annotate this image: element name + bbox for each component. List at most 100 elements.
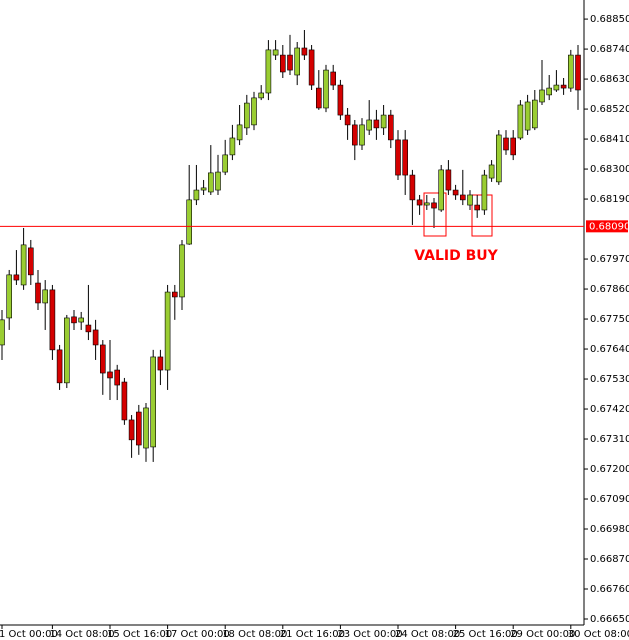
candle-body xyxy=(409,174,416,201)
candle-body xyxy=(315,87,322,109)
candle-body xyxy=(244,102,250,129)
candle-body xyxy=(431,202,437,209)
y-tick-label: 0.67970 xyxy=(590,254,629,265)
x-tick-label: 17 Oct 00:00 xyxy=(165,629,230,640)
y-tick-label: 0.67200 xyxy=(590,464,629,475)
x-tick-label: 15 Oct 16:00 xyxy=(107,629,172,640)
candle-body xyxy=(265,49,272,94)
candle-body xyxy=(42,289,49,304)
candle-body xyxy=(179,244,185,298)
candle-body xyxy=(78,317,84,323)
candle-body xyxy=(6,274,12,319)
candle-body xyxy=(323,69,329,109)
annotation: VALID BUY xyxy=(414,248,498,264)
candle-body xyxy=(330,71,337,86)
candle-body xyxy=(56,349,63,384)
y-tick-label: 0.68740 xyxy=(590,44,629,55)
candle-body xyxy=(215,171,221,191)
candle-body xyxy=(546,87,553,96)
candle-body xyxy=(193,189,200,201)
candle-body xyxy=(395,139,401,176)
candle-body xyxy=(200,187,207,191)
y-tick-label: 0.67750 xyxy=(590,314,629,325)
candle-body xyxy=(467,194,473,206)
candle-body xyxy=(172,291,178,298)
candle-body xyxy=(495,134,502,183)
y-tick-label: 0.68520 xyxy=(590,104,629,115)
candle-body xyxy=(114,369,120,386)
candle-body xyxy=(560,84,567,89)
candle-body xyxy=(287,54,293,71)
candle-body xyxy=(157,356,164,371)
candle-body xyxy=(488,164,495,179)
x-tick-label: 30 Oct 08:00 xyxy=(568,629,629,640)
y-tick-label: 0.68850 xyxy=(590,14,629,25)
candle-body xyxy=(236,124,243,141)
candle-body xyxy=(272,49,279,56)
y-tick-label: 0.66650 xyxy=(590,614,629,625)
candle-body xyxy=(128,419,135,441)
x-tick-label: 1 Oct 00:00 xyxy=(0,629,58,640)
y-tick-label: 0.68410 xyxy=(590,134,629,145)
y-tick-label: 0.67090 xyxy=(590,494,629,505)
x-tick-label: 23 Oct 00:00 xyxy=(337,629,402,640)
candle-body xyxy=(35,282,41,304)
candle-body xyxy=(258,92,265,99)
x-tick-label: 14 Oct 08:00 xyxy=(49,629,114,640)
y-tick-label: 0.66870 xyxy=(590,554,629,565)
y-tick-label: 0.67530 xyxy=(590,374,629,385)
candle-body xyxy=(71,316,77,324)
candle-body xyxy=(567,54,574,89)
candle-body xyxy=(229,137,236,156)
candle-body xyxy=(0,319,5,346)
y-tick-label: 0.68630 xyxy=(590,74,629,85)
x-tick-label: 25 Oct 16:00 xyxy=(453,629,518,640)
candle-body xyxy=(164,291,171,371)
candle-body xyxy=(121,381,128,421)
candle-body xyxy=(575,54,581,91)
candle-body xyxy=(459,194,466,201)
candle-body xyxy=(208,172,214,193)
x-tick-label: 24 Oct 08:00 xyxy=(395,629,460,640)
candle-body xyxy=(92,329,99,346)
candle-body xyxy=(359,124,365,146)
candle-body xyxy=(503,137,509,151)
y-tick-label: 0.67640 xyxy=(590,344,629,355)
candle-body xyxy=(107,371,113,379)
candle-body xyxy=(531,99,538,129)
candle-body xyxy=(13,274,20,281)
candle-body xyxy=(539,89,545,103)
candle-body xyxy=(366,119,373,131)
candle-body xyxy=(100,344,106,374)
y-tick-label: 0.68300 xyxy=(590,164,629,175)
candle-body xyxy=(423,202,430,206)
candle-body xyxy=(308,49,315,86)
candle-body xyxy=(438,169,445,211)
signal-box xyxy=(423,192,447,237)
candle-body xyxy=(186,199,192,245)
y-tick-label: 0.67860 xyxy=(590,284,629,295)
candle-body xyxy=(481,174,488,211)
y-tick-label: 0.66760 xyxy=(590,584,629,595)
y-tick-label: 0.67310 xyxy=(590,434,629,445)
candle-body xyxy=(474,204,481,211)
candle-body xyxy=(553,84,560,91)
candle-body xyxy=(143,407,149,449)
candle-body xyxy=(150,356,156,448)
candle-body xyxy=(85,324,92,333)
candle-body xyxy=(251,97,257,126)
candle-body xyxy=(279,54,286,73)
y-tick-label: 0.67420 xyxy=(590,404,629,415)
candle-body xyxy=(136,411,142,446)
candle-body xyxy=(344,114,351,126)
candle-body xyxy=(20,244,27,286)
candle-body xyxy=(510,137,517,156)
y-tick-label: 0.66980 xyxy=(590,524,629,535)
level-label: 0.68090 xyxy=(589,221,629,232)
candle-body xyxy=(452,189,459,196)
candle-body xyxy=(294,47,301,76)
y-tick-label: 0.68190 xyxy=(590,194,629,205)
candle-body xyxy=(387,114,394,141)
candle-body xyxy=(402,139,409,176)
candle-body xyxy=(373,119,380,129)
